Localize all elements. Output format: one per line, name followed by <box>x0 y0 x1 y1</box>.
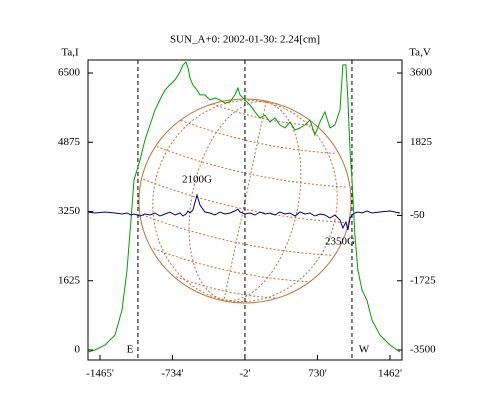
parallel <box>175 276 278 299</box>
parallel <box>143 178 347 224</box>
y2-tick-label: 3600 <box>410 67 433 79</box>
x-tick-label: 1462' <box>378 368 402 380</box>
annotation: 2350G <box>325 235 355 247</box>
y2-tick-label: -3500 <box>410 344 436 356</box>
y2-axis-label: Ta,V <box>409 47 431 59</box>
annotation: 2100G <box>182 173 212 185</box>
y2-tick-label: 1825 <box>410 136 433 148</box>
x-tick-label: -2' <box>239 368 250 380</box>
y-tick-label: 1625 <box>58 274 81 286</box>
series-line <box>87 193 400 231</box>
x-tick-label: -1465' <box>86 368 114 380</box>
parallel <box>180 119 337 154</box>
y-axis-label: Ta,I <box>61 47 79 59</box>
x-tick-label: 730' <box>308 368 327 380</box>
sun-grid <box>142 99 348 303</box>
series-line <box>87 61 401 353</box>
y-tick-label: 6500 <box>58 67 81 79</box>
y-tick-label: 4875 <box>58 136 81 148</box>
parallel <box>156 146 348 188</box>
y-tick-label: 3250 <box>58 205 81 217</box>
parallel <box>212 103 315 126</box>
y2-tick-label: -1725 <box>410 274 436 286</box>
limb-label: W <box>359 344 370 356</box>
y2-tick-label: -50 <box>410 209 425 221</box>
limb-label: E <box>127 344 134 356</box>
chart-title: SUN_A+0: 2002-01-30: 2.24[cm] <box>170 34 320 46</box>
parallel <box>142 214 334 256</box>
y-tick-label: 0 <box>75 344 81 356</box>
x-tick-label: -734' <box>161 368 183 380</box>
parallel <box>153 248 310 283</box>
meridian <box>188 101 302 301</box>
sun-disk <box>138 98 352 304</box>
